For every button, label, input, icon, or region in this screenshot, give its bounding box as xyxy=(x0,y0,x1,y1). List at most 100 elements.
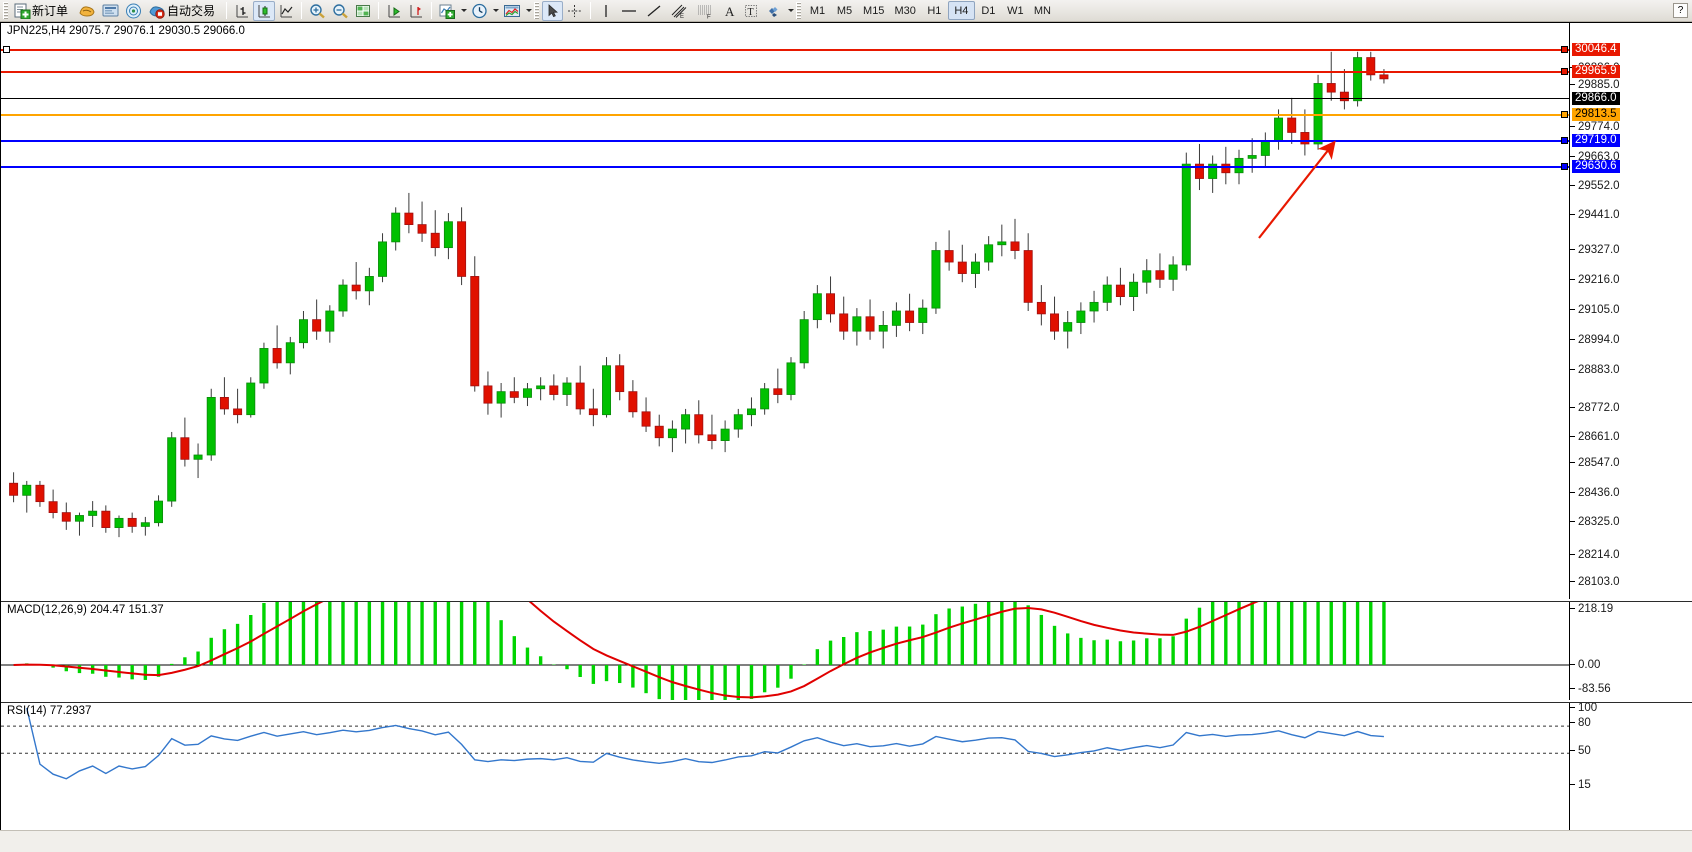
price-tick: 28103.0 xyxy=(1570,576,1620,588)
price-pane[interactable]: JPN225,H4 29075.7 29076.1 29030.5 29066.… xyxy=(1,23,1692,599)
rsi-plot[interactable]: RSI(14) 77.2937 xyxy=(1,703,1569,830)
equidistant-channel-icon[interactable]: E xyxy=(666,1,692,21)
rsi-title: RSI(14) 77.2937 xyxy=(7,705,92,717)
indicators-icon[interactable] xyxy=(436,1,459,21)
horizontal-line-icon[interactable] xyxy=(616,1,642,21)
price-tick: 28772.0 xyxy=(1570,402,1620,414)
chart-shift-icon[interactable] xyxy=(405,1,427,21)
bar-chart-icon[interactable] xyxy=(231,1,253,21)
price-tick: 29774.0 xyxy=(1570,121,1620,133)
rsi-tick: 80 xyxy=(1570,717,1591,729)
timeframe-mn[interactable]: MN xyxy=(1033,4,1051,17)
rsi-series xyxy=(1,707,1569,780)
timeframe-w1[interactable]: W1 xyxy=(1007,4,1024,17)
toolbar-right-group: ? xyxy=(1673,3,1690,18)
text-label-icon[interactable]: T xyxy=(740,1,762,21)
hand-icon[interactable] xyxy=(75,1,99,21)
indicators-dropdown-icon[interactable] xyxy=(459,1,468,21)
new-order-label: 新订单 xyxy=(32,4,69,18)
price-tick: 29552.0 xyxy=(1570,180,1620,192)
price-axis[interactable]: 29886.029885.029774.029663.029552.029441… xyxy=(1569,23,1692,599)
price-level-label[interactable]: 29866.0 xyxy=(1572,91,1620,105)
navigator-icon[interactable] xyxy=(122,1,145,21)
timeframe-toolbar-grip[interactable] xyxy=(796,2,802,19)
resistance-line-2-handle[interactable] xyxy=(1561,68,1568,75)
toolbar-separator-2 xyxy=(301,2,303,19)
price-tick: 28325.0 xyxy=(1570,516,1620,528)
crosshair-icon[interactable] xyxy=(563,1,586,21)
support-line-2-handle[interactable] xyxy=(1561,163,1568,170)
fibonacci-icon[interactable]: F xyxy=(692,1,718,21)
autotrading-icon[interactable]: 自动交易 xyxy=(145,1,222,21)
resistance-line-1-handle[interactable] xyxy=(1561,46,1568,53)
rsi-tick: 100 xyxy=(1570,703,1597,714)
price-level-label[interactable]: 29719.0 xyxy=(1572,133,1620,147)
timeframe-d1[interactable]: D1 xyxy=(981,4,996,17)
candlestick-icon[interactable] xyxy=(253,0,276,21)
data-window-icon[interactable] xyxy=(352,1,374,21)
chart-area[interactable]: JPN225,H4 29075.7 29076.1 29030.5 29066.… xyxy=(0,22,1692,852)
timeframe-group: M1 M5 M15 M30 H1 H4 D1 W1 MN xyxy=(804,1,1056,20)
period-dropdown-icon[interactable] xyxy=(491,1,500,21)
timeframe-m5[interactable]: M5 xyxy=(836,4,853,17)
price-tick: 29327.0 xyxy=(1570,244,1620,256)
timeframe-m1[interactable]: M1 xyxy=(809,4,826,17)
autotrading-label: 自动交易 xyxy=(167,4,216,18)
macd-plot[interactable]: MACD(12,26,9) 204.47 151.37 xyxy=(1,602,1569,700)
candlestick-series xyxy=(9,51,1389,538)
support-line-2[interactable] xyxy=(1,166,1569,168)
resistance-line-1[interactable] xyxy=(1,49,1569,51)
resistance-line-1-left-handle[interactable] xyxy=(3,46,10,53)
support-line-1[interactable] xyxy=(1,140,1569,142)
timeframe-h4[interactable]: H4 xyxy=(947,1,975,20)
svg-text:E: E xyxy=(680,14,684,19)
price-level-label[interactable]: 29813.5 xyxy=(1572,107,1620,121)
order-line[interactable] xyxy=(1,114,1569,116)
price-tick: 29441.0 xyxy=(1570,209,1620,221)
terminal-icon[interactable] xyxy=(99,1,122,21)
price-tick: 28994.0 xyxy=(1570,334,1620,346)
auto-scroll-icon[interactable] xyxy=(383,1,405,21)
templates-icon[interactable] xyxy=(500,1,524,21)
svg-text:F: F xyxy=(707,14,711,19)
macd-series xyxy=(1,602,1569,700)
cursor-icon[interactable] xyxy=(542,0,564,21)
toolbar-separator-3 xyxy=(378,2,380,19)
current-price-line[interactable] xyxy=(1,98,1569,99)
line-chart-icon[interactable] xyxy=(275,1,297,21)
zoom-out-icon[interactable] xyxy=(329,1,352,21)
new-order-button[interactable]: 新订单 xyxy=(11,1,75,21)
zoom-in-icon[interactable] xyxy=(306,1,329,21)
rsi-pane[interactable]: RSI(14) 77.2937 100 80 50 15 xyxy=(1,702,1692,830)
status-bar xyxy=(0,830,1692,852)
templates-dropdown-icon[interactable] xyxy=(524,1,533,21)
macd-pane[interactable]: MACD(12,26,9) 204.47 151.37 218.19 0.00 -8… xyxy=(1,601,1692,700)
rsi-tick: 50 xyxy=(1570,745,1591,757)
shapes-icon[interactable] xyxy=(762,1,786,21)
price-tick: 28661.0 xyxy=(1570,431,1620,443)
chart-symbol-title: JPN225,H4 29075.7 29076.1 29030.5 29066.… xyxy=(7,25,245,37)
price-level-label[interactable]: 30046.4 xyxy=(1572,42,1620,56)
toolbar-grip[interactable] xyxy=(3,2,8,19)
timeframe-m15[interactable]: M15 xyxy=(863,4,885,17)
price-tick: 28436.0 xyxy=(1570,487,1620,499)
price-plot[interactable]: JPN225,H4 29075.7 29076.1 29030.5 29066.… xyxy=(1,23,1569,599)
text-icon[interactable]: A xyxy=(718,1,740,21)
timeframe-h1[interactable]: H1 xyxy=(927,4,942,17)
svg-text:A: A xyxy=(725,4,735,19)
order-line-handle[interactable] xyxy=(1561,111,1568,118)
timeframe-m30[interactable]: M30 xyxy=(894,4,916,17)
price-tick: 29885.0 xyxy=(1570,79,1620,91)
support-line-1-handle[interactable] xyxy=(1561,137,1568,144)
period-icon[interactable] xyxy=(468,1,491,21)
price-tick: 28214.0 xyxy=(1570,549,1620,561)
price-level-label[interactable]: 29630.6 xyxy=(1572,159,1620,173)
shapes-dropdown-icon[interactable] xyxy=(786,1,795,21)
vertical-line-icon[interactable] xyxy=(595,1,616,21)
price-level-label[interactable]: 29965.9 xyxy=(1572,64,1620,78)
trendline-icon[interactable] xyxy=(642,1,666,21)
help-button[interactable]: ? xyxy=(1673,3,1688,18)
toolbar-separator-4 xyxy=(431,2,433,19)
drawing-toolbar-grip[interactable] xyxy=(534,2,540,19)
resistance-line-2[interactable] xyxy=(1,71,1569,73)
